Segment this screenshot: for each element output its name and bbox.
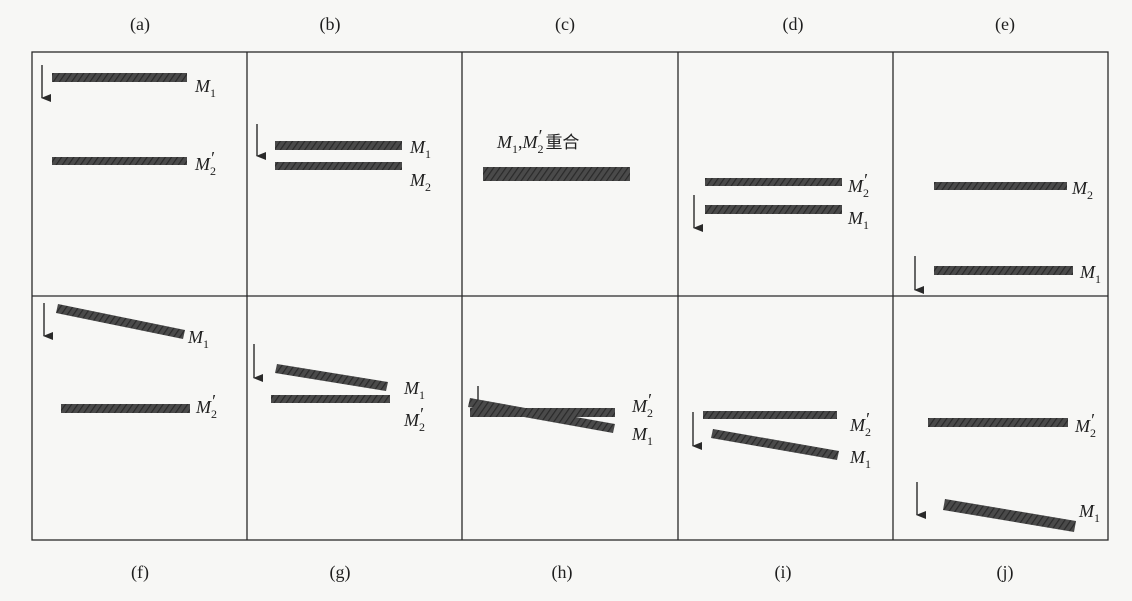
caption-e: (e) [995,14,1015,34]
label-m1: M1 [1078,501,1100,525]
label-m2-prime: M′ 2 [195,391,217,421]
caption-d: (d) [782,14,804,34]
label-m1: M1 [849,447,871,471]
grid-frame [31,51,1109,541]
mirror-m1 [468,398,615,433]
caption-j: (j) [996,562,1014,582]
label-m1: M1 [631,424,653,448]
label-m1: M1 [187,327,209,351]
panel-b: M1 M2 [256,124,431,194]
label-m1: M1 [847,208,869,232]
label-m2: M2 [1071,178,1093,202]
label-m2-prime: M′ 2 [194,148,216,178]
panel-c: M1,M′ 2 重合 [483,126,630,181]
mirror-m2-image [928,418,1068,427]
label-m1: M1 [403,378,425,402]
mirror-m2-image [52,157,187,165]
caption-c: (c) [555,14,575,34]
mirror-m1 [56,304,185,339]
label-m2-prime: M′ 2 [849,409,871,439]
mirror-m2 [934,182,1067,190]
caption-a: (a) [130,14,150,34]
caption-f: (f) [131,562,149,582]
label-m2-prime: M′ 2 [403,404,425,434]
mirror-m1 [711,429,839,460]
label-m2-prime: M′ 2 [847,170,869,200]
panel-d: M′ 2 M1 [693,170,869,232]
panel-f: M1 M′ 2 [43,303,217,421]
label-m1: M1 [194,76,216,100]
caption-g: (g) [329,562,351,582]
mirror-m2-image [703,411,837,419]
panel-h: M′ 2 M1 [468,386,653,448]
mirror-m2-image [705,178,842,186]
mirror-m2 [275,162,402,170]
panel-e: M2 M1 [914,178,1101,294]
label-m2: M2 [409,170,431,194]
panel-g: M1 M′ 2 [253,344,425,434]
label-m2-prime: M′ 2 [1074,410,1096,440]
panel-j: M′ 2 M1 [916,410,1100,532]
mirror-m1 [943,499,1076,532]
label-m2-prime: M′ 2 [631,390,653,420]
label-coincide: M1,M′ 2 重合 [496,126,579,156]
mirror-m1 [275,141,402,150]
mirror-m1 [705,205,842,214]
caption-b: (b) [319,14,341,34]
label-m1: M1 [1079,262,1101,286]
mirror-m2-image [271,395,390,403]
mirror-m1 [275,364,388,391]
mirror-m2-image [61,404,190,413]
mirror-m1 [52,73,187,82]
mirror-coincident [483,167,630,181]
mirror-m1 [934,266,1073,275]
panel-i: M′ 2 M1 [692,409,871,471]
caption-h: (h) [551,562,573,582]
panel-a: M1 M′ 2 [41,65,216,178]
caption-i: (i) [774,562,792,582]
label-m1: M1 [409,137,431,161]
